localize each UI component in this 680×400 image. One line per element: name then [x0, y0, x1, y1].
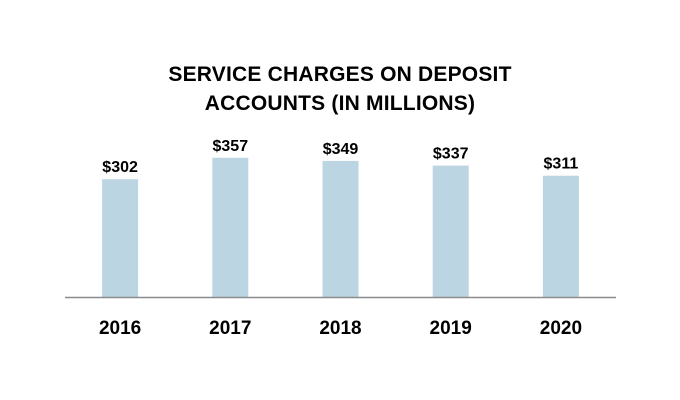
- value-label-2018: $349: [323, 141, 359, 158]
- x-tick-label-2017: 2017: [209, 318, 251, 339]
- bar-2019: [432, 165, 469, 297]
- chart-title-line-1: SERVICE CHARGES ON DEPOSIT: [168, 63, 512, 86]
- x-tick-labels-group: 2016 2017 2018 2019 2020: [99, 318, 582, 339]
- value-label-2020: $311: [544, 156, 579, 173]
- value-labels-group: $302 $357 $349 $337 $311: [102, 138, 578, 176]
- bar-2020: [542, 175, 579, 297]
- bar-2018: [322, 160, 359, 297]
- value-label-2017: $357: [213, 138, 249, 155]
- x-tick-label-2018: 2018: [319, 318, 361, 339]
- bar-2017: [212, 157, 249, 297]
- chart-title: SERVICE CHARGES ON DEPOSIT ACCOUNTS (IN …: [0, 60, 680, 118]
- x-tick-label-2019: 2019: [430, 318, 472, 339]
- value-label-2019: $337: [433, 146, 469, 163]
- value-label-2016: $302: [102, 159, 138, 176]
- x-tick-label-2020: 2020: [540, 318, 582, 339]
- x-tick-label-2016: 2016: [99, 318, 141, 339]
- chart-title-line-2: ACCOUNTS (IN MILLIONS): [204, 92, 476, 115]
- bars-group: [102, 157, 579, 297]
- bar-2016: [102, 179, 139, 297]
